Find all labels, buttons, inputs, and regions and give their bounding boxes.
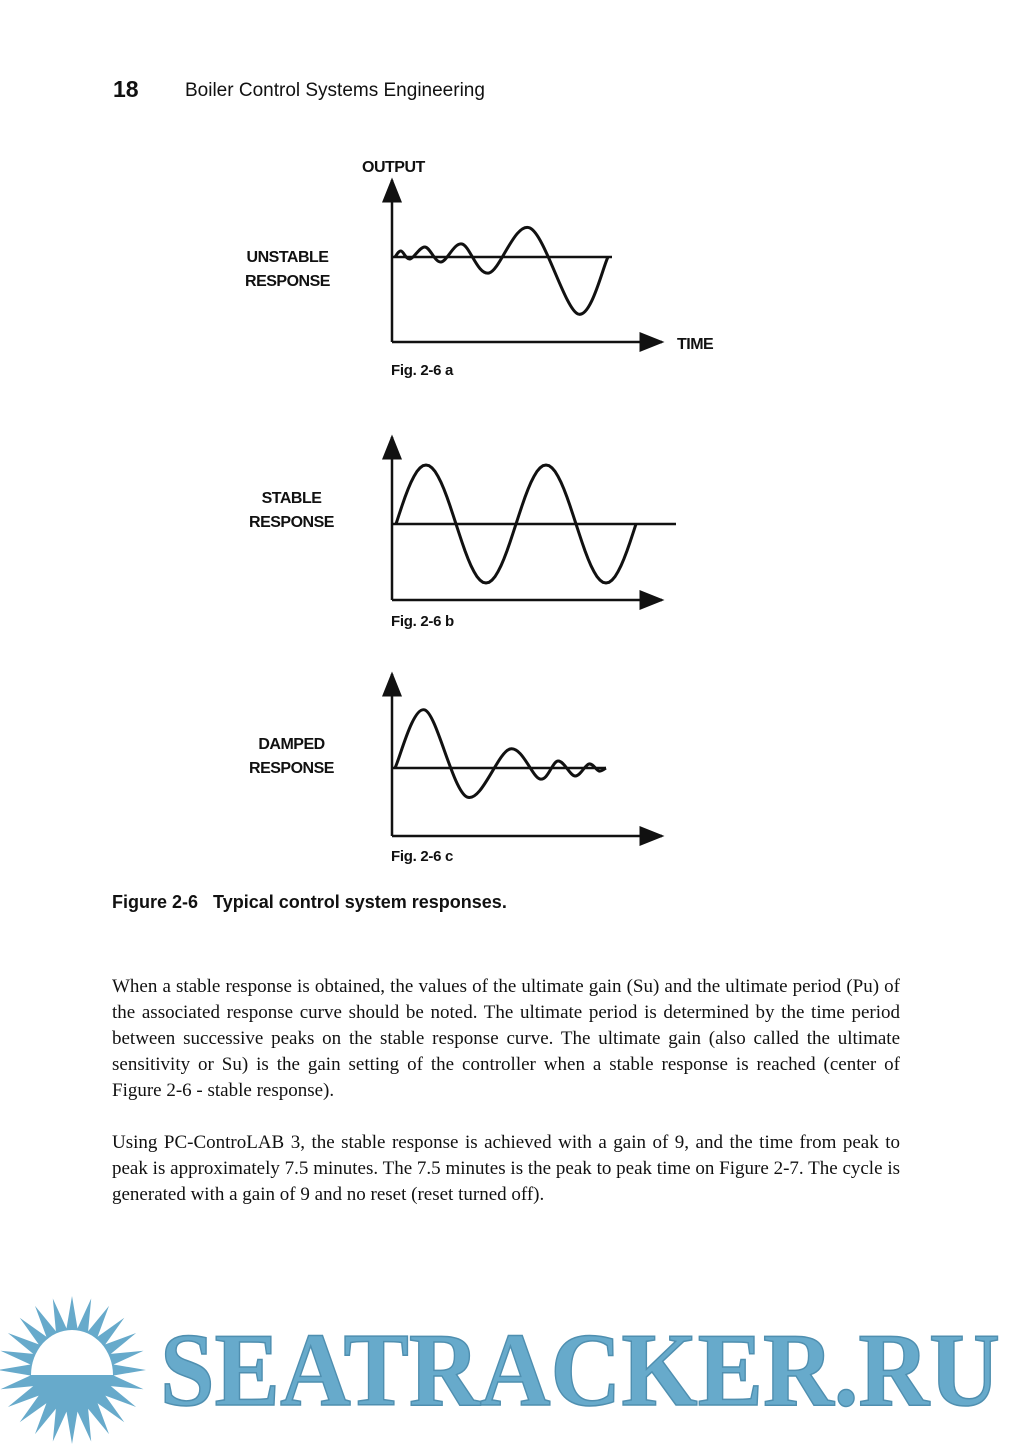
response-figures xyxy=(382,177,676,846)
figure-a-label: UNSTABLE RESPONSE xyxy=(240,246,335,294)
figure-b-caption: Fig. 2-6 b xyxy=(391,613,454,630)
figure-caption: Figure 2-6 Typical control system respon… xyxy=(112,892,517,913)
figure-a-axes xyxy=(382,177,665,352)
figure-b-axes xyxy=(382,434,676,610)
figure-c-label: DAMPED RESPONSE xyxy=(244,733,339,781)
label-line: UNSTABLE xyxy=(246,249,329,266)
paragraph: When a stable response is obtained, the … xyxy=(112,976,900,1101)
figure-b-label: STABLE RESPONSE xyxy=(244,487,339,535)
figure-c-axes xyxy=(382,671,665,846)
paragraph: Using PC-ControLAB 3, the stable respons… xyxy=(112,1132,900,1205)
label-line: DAMPED xyxy=(258,736,325,753)
label-line: RESPONSE xyxy=(249,514,334,531)
damped-response-curve xyxy=(393,708,607,799)
figure-title: Typical control system responses. xyxy=(213,892,507,912)
label-line: STABLE xyxy=(261,490,322,507)
unstable-response-curve xyxy=(393,226,610,316)
watermark-text: SEATRACKER.RU xyxy=(160,1311,1000,1428)
seatracker-watermark-logo: SEATRACKER.RU xyxy=(0,1296,1001,1444)
figure-c-caption: Fig. 2-6 c xyxy=(391,848,454,865)
label-line: RESPONSE xyxy=(245,273,330,290)
x-axis-label: TIME xyxy=(677,336,714,353)
figure-number: Figure 2-6 xyxy=(112,892,199,912)
running-header: Boiler Control Systems Engineering xyxy=(185,80,485,101)
label-line: RESPONSE xyxy=(249,760,334,777)
y-axis-label: OUTPUT xyxy=(362,159,425,176)
stable-response-curve xyxy=(394,463,638,585)
sun-logo-icon xyxy=(0,1296,146,1444)
figure-a-caption: Fig. 2-6 a xyxy=(391,362,454,379)
page-number: 18 xyxy=(113,76,139,102)
